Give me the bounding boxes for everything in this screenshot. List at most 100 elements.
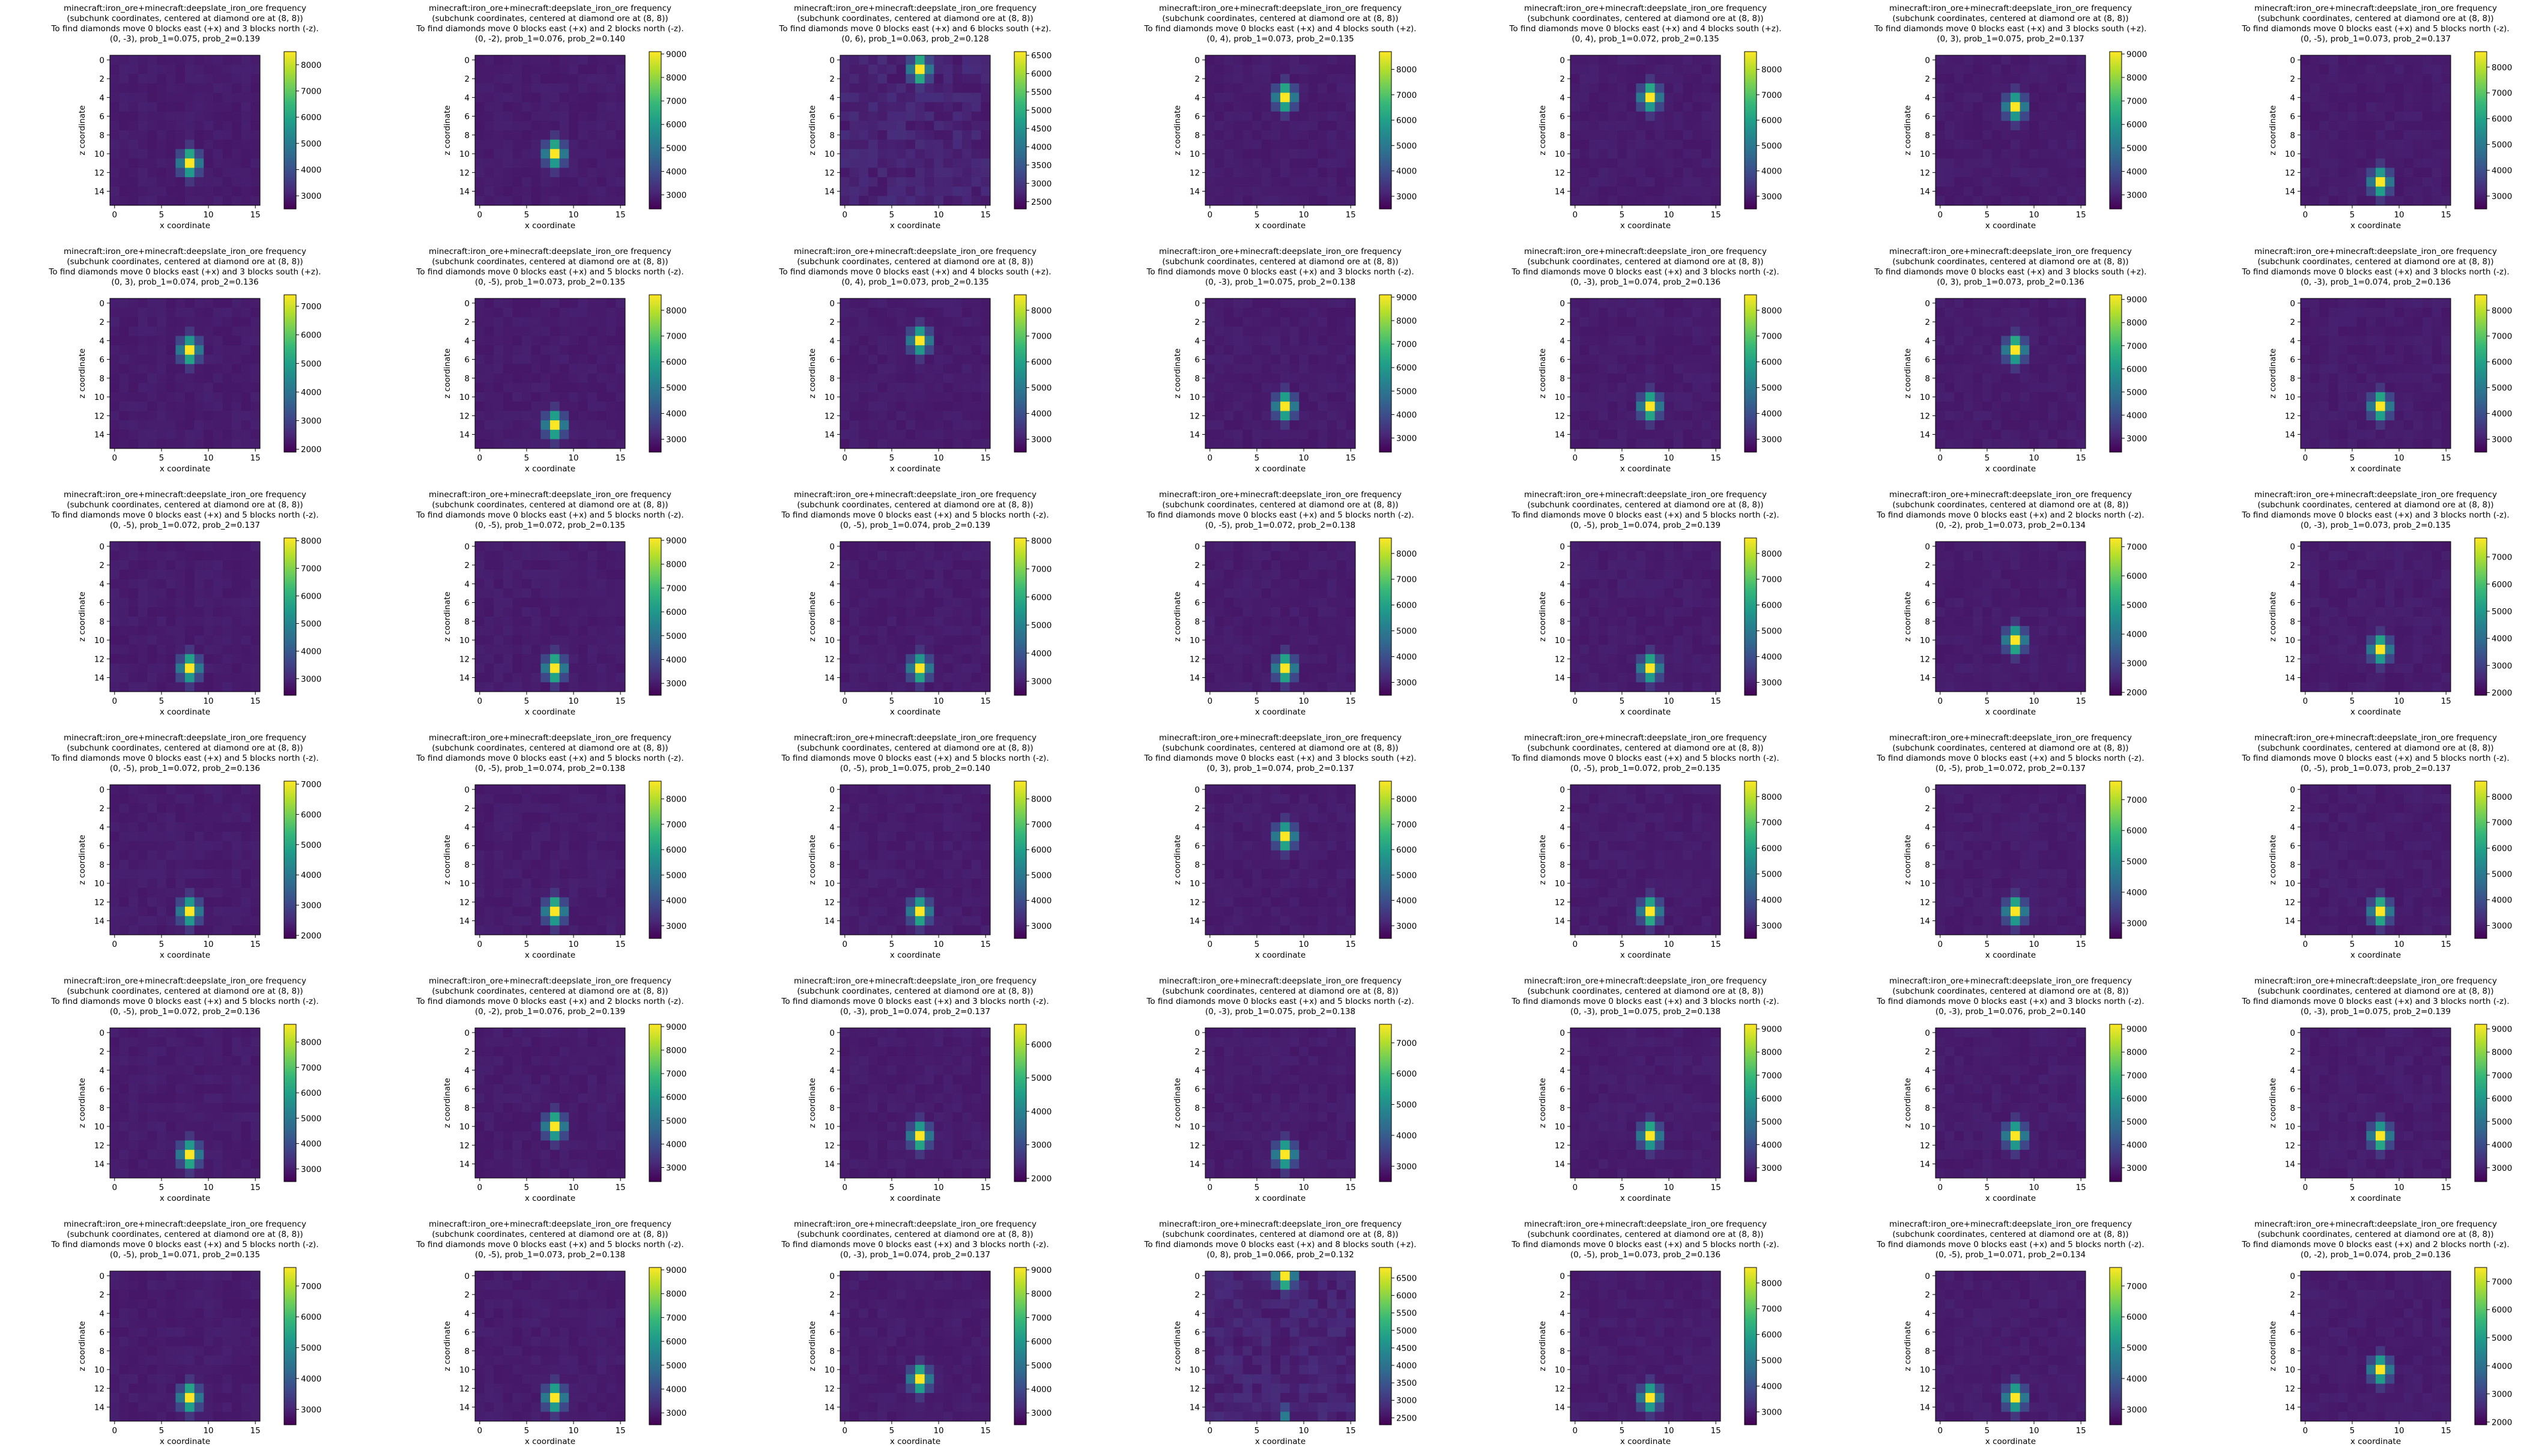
heatmap-cell	[204, 336, 213, 346]
heatmap-cell	[2319, 317, 2329, 327]
heatmap-cell	[1599, 74, 1608, 83]
heatmap-cell	[1617, 383, 1627, 393]
heatmap-cell	[485, 93, 494, 103]
heatmap-cell	[1224, 187, 1233, 196]
heatmap-cell	[1683, 177, 1693, 187]
heatmap-cell	[897, 168, 906, 178]
heatmap-cell	[1224, 345, 1233, 355]
heatmap-cell	[1664, 121, 1674, 130]
heatmap-cell	[2441, 149, 2451, 159]
heatmap-cell	[2039, 149, 2048, 159]
heatmap-cell	[148, 542, 157, 551]
heatmap-cell	[1280, 308, 1290, 318]
heatmap-cell	[1599, 336, 1608, 346]
heatmap-cell	[1692, 308, 1702, 318]
heatmap-cell	[2404, 364, 2413, 373]
panel-direction: To find diamonds move 0 blocks east (+x)…	[778, 267, 1051, 277]
heatmap-cell	[110, 654, 120, 664]
heatmap-cell	[1337, 196, 1346, 205]
heatmap-cell	[1309, 336, 1318, 346]
heatmap-cell	[588, 298, 598, 308]
heatmap-cell	[588, 140, 598, 150]
heatmap-cell	[550, 196, 560, 205]
heatmap-cell	[2301, 411, 2310, 421]
heatmap-cell	[175, 551, 185, 561]
heatmap-cell	[513, 55, 522, 65]
heatmap-cell	[550, 187, 560, 196]
y-axis-label: z coordinate	[1173, 105, 1182, 155]
heatmap-cell	[1608, 364, 1618, 373]
heatmap-cell	[175, 598, 185, 608]
heatmap-cell	[503, 663, 513, 673]
heatmap-cell	[943, 65, 953, 74]
heatmap-cell	[1655, 411, 1665, 421]
heatmap-cell	[840, 430, 850, 440]
heatmap-cell	[607, 149, 616, 159]
heatmap-cell	[1627, 364, 1636, 373]
heatmap-cell	[110, 345, 120, 355]
heatmap-cell	[1580, 327, 1590, 336]
heatmap-cell	[1964, 149, 1973, 159]
heatmap-cell	[597, 383, 607, 393]
heatmap-cell	[868, 93, 878, 103]
heatmap-cell	[578, 645, 588, 654]
heatmap-cell	[850, 364, 859, 373]
heatmap-cell	[1215, 439, 1224, 449]
heatmap-cell	[1589, 196, 1599, 205]
panel-subtitle: (subchunk coordinates, centered at diamo…	[67, 14, 303, 23]
heatmap-cell	[129, 177, 138, 187]
heatmap-cell	[2310, 149, 2320, 159]
heatmap-cell	[607, 317, 616, 327]
heatmap-cell	[1627, 55, 1636, 65]
colorbar-tick-label: 5000	[1396, 387, 1417, 396]
heatmap-cell	[2057, 308, 2067, 318]
heatmap-cell	[1327, 83, 1337, 93]
heatmap-cell	[962, 345, 972, 355]
heatmap-cell	[1692, 102, 1702, 112]
heatmap-cell	[250, 83, 260, 93]
heatmap-cell	[1271, 308, 1280, 318]
heatmap-cell	[185, 298, 195, 308]
heatmap-cell	[1964, 65, 1973, 74]
heatmap-cell	[1309, 364, 1318, 373]
heatmap-cell	[2067, 392, 2077, 402]
heatmap-cell	[550, 336, 560, 346]
heatmap-cell	[569, 149, 578, 159]
heatmap-cell	[185, 673, 195, 683]
heatmap-cell	[560, 177, 569, 187]
heatmap-cell	[1935, 317, 1945, 327]
heatmap-cell	[1664, 411, 1674, 421]
heatmap-cell	[2001, 430, 2011, 440]
x-tick-label: 15	[2076, 453, 2086, 463]
heatmap-cell	[560, 682, 569, 692]
heatmap-cell	[204, 364, 213, 373]
heatmap-cell	[1627, 159, 1636, 168]
heatmap-cell	[2076, 345, 2086, 355]
y-tick-label: 10	[459, 393, 470, 402]
heatmap-cell	[513, 635, 522, 645]
heatmap-cell	[1608, 140, 1618, 150]
heatmap-cell	[1599, 168, 1608, 178]
heatmap-cell	[503, 364, 513, 373]
heatmap-cell	[560, 383, 569, 393]
heatmap-cell	[1973, 439, 1983, 449]
heatmap-cell	[2376, 411, 2385, 421]
y-tick-label: 8	[99, 131, 104, 140]
heatmap-cell	[868, 187, 878, 196]
heatmap-cell	[1243, 373, 1253, 383]
heatmap-cell	[868, 579, 878, 589]
panel-stats: (0, -3), prob_1=0.075, prob_2=0.139	[110, 34, 260, 44]
heatmap-cell	[204, 663, 213, 673]
heatmap-cell	[1664, 439, 1674, 449]
heatmap-cell	[2422, 83, 2432, 93]
heatmap-cell	[1636, 177, 1645, 187]
heatmap-cell	[148, 65, 157, 74]
heatmap-cell	[1299, 336, 1309, 346]
heatmap-cell	[157, 682, 166, 692]
heatmap-cell	[1233, 93, 1243, 103]
heatmap-cell	[1252, 345, 1262, 355]
heatmap-cell	[1711, 177, 1720, 187]
heatmap-cell	[1655, 74, 1665, 83]
heatmap-cell	[129, 168, 138, 178]
heatmap-cell	[485, 560, 494, 570]
